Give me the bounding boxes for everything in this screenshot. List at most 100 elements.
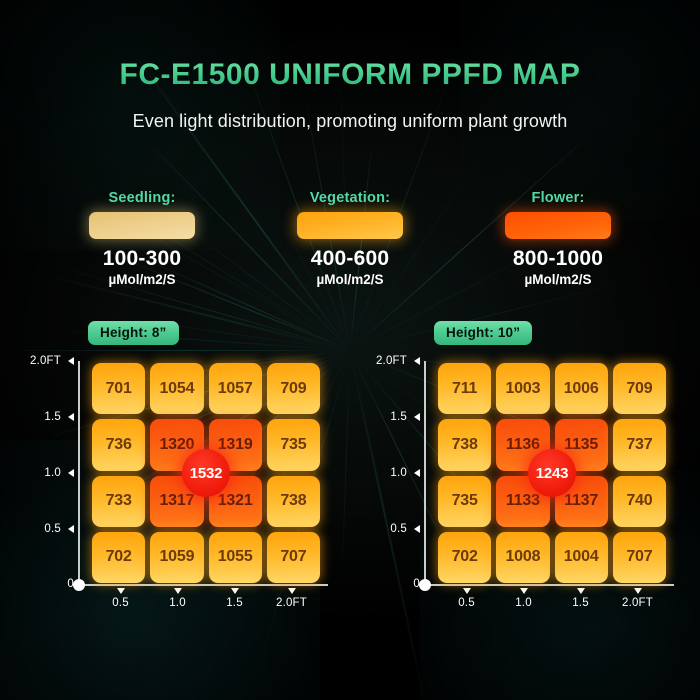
legend-label: Seedling:	[108, 190, 176, 206]
y-axis-tick: 0.5	[358, 523, 424, 535]
x-axis-tick-label: 1.0	[515, 597, 532, 609]
y-axis-tick-label: 1.0	[44, 467, 61, 479]
ppfd-cell: 711	[438, 363, 492, 415]
x-axis-tick: 2.0FT	[262, 588, 322, 609]
ppfd-cell: 737	[612, 419, 666, 471]
ppfd-cell: 1059	[150, 531, 204, 583]
tick-arrow-left-icon	[68, 413, 74, 421]
legend-unit: µMol/m2/S	[316, 272, 384, 287]
tick-arrow-left-icon	[414, 469, 420, 477]
ppfd-cell: 1057	[208, 363, 262, 415]
x-axis-tick-label: 2.0FT	[275, 597, 308, 609]
legend-item-vegetation: Vegetation: 400-600 µMol/m2/S	[285, 190, 415, 287]
y-axis-tick-label: 0	[67, 578, 74, 590]
x-axis-tick-label: 1.0	[169, 597, 186, 609]
tick-arrow-left-icon	[68, 357, 74, 365]
y-axis-tick-label: 0.5	[390, 523, 407, 535]
y-axis-tick-label: 2.0FT	[375, 355, 407, 367]
y-axis-tick-label: 1.5	[44, 411, 61, 423]
tick-arrow-down-icon	[576, 588, 585, 594]
x-axis-tick: 1.0	[148, 588, 208, 609]
y-axis-tick: 0.5	[12, 523, 78, 535]
ppfd-cell: 735	[438, 475, 492, 527]
y-axis-tick-label: 0.5	[44, 523, 61, 535]
tick-arrow-down-icon	[173, 588, 182, 594]
height-badge: Height: 8”	[88, 321, 179, 345]
legend-swatch-vegetation	[297, 212, 403, 239]
x-axis-tick-label: 0.5	[458, 597, 475, 609]
y-axis-tick: 1.5	[358, 411, 424, 423]
legend-unit: µMol/m2/S	[524, 272, 592, 287]
ppfd-cell: 701	[92, 363, 146, 415]
height-badge: Height: 10”	[434, 321, 533, 345]
ppfd-cell: 709	[266, 363, 320, 415]
x-axis-tick: 0.5	[91, 588, 151, 609]
y-axis-tick-label: 0	[413, 578, 420, 590]
x-axis-tick-label: 1.5	[226, 597, 243, 609]
y-axis-tick: 0	[12, 578, 78, 590]
ppfd-cell: 733	[92, 475, 146, 527]
peak-value-badge: 1243	[528, 449, 576, 497]
ppfd-grid: 711 1003 1006 709 738 1136 1135 737 735 1133 1137 7…	[438, 363, 666, 583]
ppfd-chart-area: Height: 8” 2.0FT 1.5 1.0 0.5 0 0.5 1.0 1.5 2.0FT 7…	[0, 318, 700, 668]
x-axis-tick: 1.0	[494, 588, 554, 609]
legend-unit: µMol/m2/S	[108, 272, 176, 287]
y-axis-tick-label: 1.5	[390, 411, 407, 423]
ppfd-cell: 1003	[496, 363, 550, 415]
x-axis-line	[78, 584, 328, 586]
tick-arrow-left-icon	[414, 357, 420, 365]
x-axis-tick-label: 1.5	[572, 597, 589, 609]
y-axis-tick: 1.0	[358, 467, 424, 479]
y-axis-tick: 0	[358, 578, 424, 590]
legend-range: 800-1000	[512, 247, 604, 270]
tick-arrow-left-icon	[68, 525, 74, 533]
ppfd-cell: 1055	[208, 531, 262, 583]
tick-arrow-left-icon	[414, 525, 420, 533]
legend-range: 100-300	[102, 247, 182, 270]
tick-arrow-down-icon	[287, 588, 296, 594]
x-axis-tick: 0.5	[437, 588, 497, 609]
legend-item-seedling: Seedling: 100-300 µMol/m2/S	[77, 190, 207, 287]
ppfd-chart-height-8: Height: 8” 2.0FT 1.5 1.0 0.5 0 0.5 1.0 1.5 2.0FT 7…	[12, 318, 342, 668]
ppfd-cell: 1054	[150, 363, 204, 415]
legend-label: Flower:	[531, 190, 585, 206]
ppfd-legend: Seedling: 100-300 µMol/m2/S Vegetation: 400-…	[0, 190, 700, 287]
ppfd-cell: 738	[438, 419, 492, 471]
y-axis-tick-label: 1.0	[390, 467, 407, 479]
ppfd-cell: 709	[612, 363, 666, 415]
tick-arrow-down-icon	[116, 588, 125, 594]
y-axis-tick-label: 2.0FT	[29, 355, 61, 367]
y-axis-tick: 1.0	[12, 467, 78, 479]
legend-swatch-seedling	[89, 212, 195, 239]
ppfd-cell: 740	[612, 475, 666, 527]
tick-arrow-down-icon	[462, 588, 471, 594]
page-header: FC-E1500 UNIFORM PPFD MAP Even light dis…	[0, 58, 700, 132]
tick-arrow-down-icon	[633, 588, 642, 594]
ppfd-cell: 702	[438, 531, 492, 583]
tick-arrow-down-icon	[230, 588, 239, 594]
ppfd-cell: 1004	[554, 531, 608, 583]
ppfd-cell: 738	[266, 475, 320, 527]
y-axis-line	[424, 361, 426, 586]
x-axis-tick: 2.0FT	[608, 588, 668, 609]
legend-label: Vegetation:	[309, 190, 391, 206]
legend-range: 400-600	[310, 247, 390, 270]
ppfd-cell: 702	[92, 531, 146, 583]
y-axis-tick: 1.5	[12, 411, 78, 423]
x-axis-line	[424, 584, 674, 586]
ppfd-cell: 735	[266, 419, 320, 471]
page-title: FC-E1500 UNIFORM PPFD MAP	[0, 58, 700, 92]
tick-arrow-left-icon	[414, 413, 420, 421]
ppfd-cell: 707	[612, 531, 666, 583]
ppfd-grid: 701 1054 1057 709 736 1320 1319 735 733 1317 1321 7…	[92, 363, 320, 583]
ppfd-chart-height-10: Height: 10” 2.0FT 1.5 1.0 0.5 0 0.5 1.0 1.5 2.0FT…	[358, 318, 688, 668]
legend-swatch-flower	[505, 212, 611, 239]
x-axis-tick-label: 0.5	[112, 597, 129, 609]
tick-arrow-down-icon	[519, 588, 528, 594]
legend-item-flower: Flower: 800-1000 µMol/m2/S	[493, 190, 623, 287]
x-axis-tick: 1.5	[551, 588, 611, 609]
x-axis-tick: 1.5	[205, 588, 265, 609]
y-axis-tick: 2.0FT	[12, 355, 78, 367]
x-axis-tick-label: 2.0FT	[621, 597, 654, 609]
